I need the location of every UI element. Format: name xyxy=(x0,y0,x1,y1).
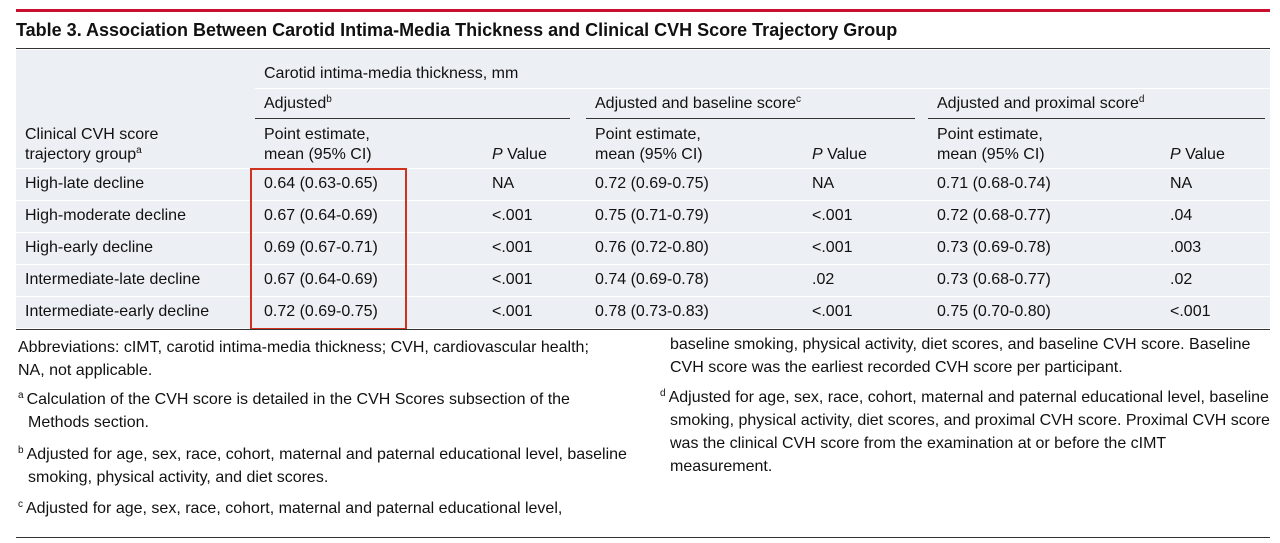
header-rule xyxy=(16,48,1270,49)
p-italic: P xyxy=(492,146,503,163)
cell: <.001 xyxy=(492,207,533,224)
cell: 0.73 (0.69-0.78) xyxy=(937,239,1051,256)
superscript: d xyxy=(1138,94,1145,105)
superscript: a xyxy=(136,145,142,156)
group-label: Clinical CVH score trajectory group xyxy=(25,126,159,163)
subheader: Adjusted and proximal scored xyxy=(937,94,1144,114)
footnote-mark: a xyxy=(18,390,24,401)
row-band xyxy=(16,233,1270,264)
cell: 0.67 (0.64-0.69) xyxy=(264,271,378,288)
span-header: Carotid intima-media thickness, mm xyxy=(264,65,519,82)
footnote-text: Adjusted for age, sex, race, cohort, mat… xyxy=(26,500,563,517)
column-header: P Value xyxy=(492,145,547,165)
cell: .003 xyxy=(1170,239,1202,256)
footnote: a Calculation of the CVH score is detaile… xyxy=(18,388,628,434)
subheader-label: Adjusted and baseline score xyxy=(595,95,797,112)
cell: 0.76 (0.72-0.80) xyxy=(595,239,709,256)
subheader: Adjusted and baseline scorec xyxy=(595,94,801,114)
subheader-label: Adjusted xyxy=(264,95,327,112)
subheader-label: Adjusted and proximal score xyxy=(937,95,1139,112)
cell: 0.73 (0.68-0.77) xyxy=(937,271,1051,288)
column-header: P Value xyxy=(812,145,867,165)
footnote-text: Calculation of the CVH score is detailed… xyxy=(26,391,570,431)
cell: 0.71 (0.68-0.74) xyxy=(937,175,1051,192)
p-italic: P xyxy=(812,146,823,163)
superscript: c xyxy=(796,94,802,105)
cell: 0.72 (0.69-0.75) xyxy=(595,175,709,192)
group-header: Clinical CVH score trajectory groupa xyxy=(25,125,158,165)
cell: High-moderate decline xyxy=(25,207,186,224)
footnote-text: Adjusted for age, sex, race, cohort, mat… xyxy=(668,389,1270,475)
cell: NA xyxy=(492,175,515,192)
span-rule xyxy=(255,88,1270,89)
p-italic: P xyxy=(1170,146,1181,163)
row-band xyxy=(16,201,1270,232)
cell: <.001 xyxy=(812,207,853,224)
cell: High-late decline xyxy=(25,175,145,192)
subheader: Adjustedb xyxy=(264,94,332,114)
footnote-mark: c xyxy=(18,499,23,510)
table-title: Table 3. Association Between Carotid Int… xyxy=(16,20,898,40)
p-text: Value xyxy=(822,146,867,163)
superscript: b xyxy=(326,94,332,105)
column-header: Point estimate, mean (95% CI) xyxy=(595,126,703,163)
footnote: c Adjusted for age, sex, race, cohort, ma… xyxy=(18,497,628,520)
cell: .04 xyxy=(1170,207,1193,224)
p-text: Value xyxy=(1180,146,1225,163)
header-band xyxy=(16,50,1270,168)
cell: .02 xyxy=(812,271,835,288)
column-header: Point estimate, mean (95% CI) xyxy=(937,126,1045,163)
cell: 0.72 (0.69-0.75) xyxy=(264,303,378,320)
footnote-text: Adjusted for age, sex, race, cohort, mat… xyxy=(26,446,627,486)
cell: NA xyxy=(812,175,835,192)
cell: <.001 xyxy=(1170,303,1211,320)
subheader-rule xyxy=(255,118,570,119)
row-band xyxy=(16,297,1270,328)
table-bottom-rule xyxy=(16,329,1270,330)
cell: 0.75 (0.70-0.80) xyxy=(937,303,1051,320)
cell: High-early decline xyxy=(25,239,154,256)
highlight-box xyxy=(250,168,407,330)
footnote: b Adjusted for age, sex, race, cohort, ma… xyxy=(18,443,628,489)
cell: Intermediate-late decline xyxy=(25,271,201,288)
cell: <.001 xyxy=(492,239,533,256)
cell: 0.69 (0.67-0.71) xyxy=(264,239,378,256)
subheader-rule xyxy=(928,118,1265,119)
cell: 0.75 (0.71-0.79) xyxy=(595,207,709,224)
row-band xyxy=(16,265,1270,296)
abbreviations: Abbreviations: cIMT, carotid intima-medi… xyxy=(18,339,589,379)
footnote-mark: b xyxy=(18,445,24,456)
cell: 0.67 (0.64-0.69) xyxy=(264,207,378,224)
row-band xyxy=(16,169,1270,200)
top-rule xyxy=(16,9,1270,12)
cell: 0.64 (0.63-0.65) xyxy=(264,175,378,192)
cell: Intermediate-early decline xyxy=(25,303,210,320)
cell: 0.78 (0.73-0.83) xyxy=(595,303,709,320)
cell: <.001 xyxy=(812,303,853,320)
cell: <.001 xyxy=(492,303,533,320)
footnote: d Adjusted for age, sex, race, cohort, ma… xyxy=(660,386,1270,478)
bottom-rule xyxy=(16,537,1270,538)
p-text: Value xyxy=(502,146,547,163)
cell: <.001 xyxy=(812,239,853,256)
column-header: Point estimate, mean (95% CI) xyxy=(264,126,372,163)
subheader-rule xyxy=(586,118,915,119)
cell: .02 xyxy=(1170,271,1193,288)
footnote-mark: d xyxy=(660,388,666,399)
footnote-continued: baseline smoking, physical activity, die… xyxy=(670,336,1251,376)
cell: NA xyxy=(1170,175,1193,192)
cell: 0.74 (0.69-0.78) xyxy=(595,271,709,288)
cell: <.001 xyxy=(492,271,533,288)
cell: 0.72 (0.68-0.77) xyxy=(937,207,1051,224)
column-header: P Value xyxy=(1170,145,1225,165)
